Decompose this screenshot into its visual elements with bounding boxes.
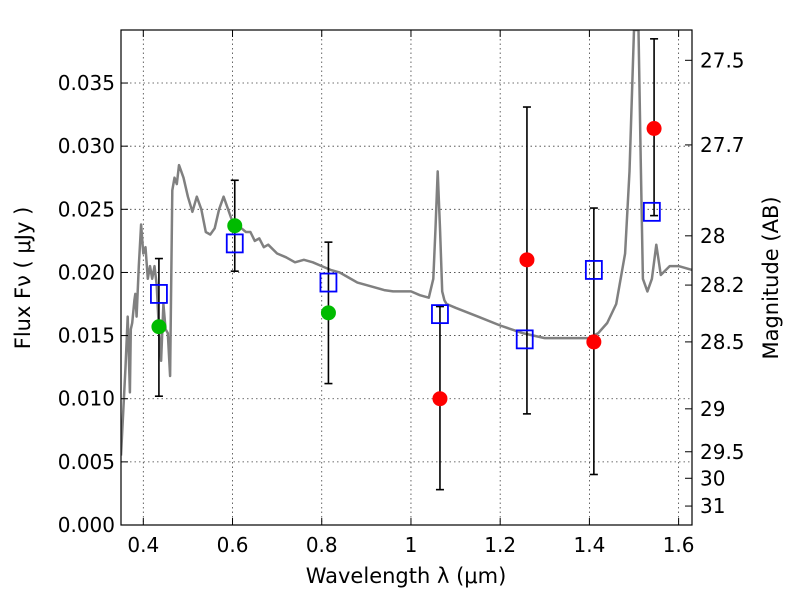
observed-nir-point <box>586 334 602 350</box>
magnitude-tick-label: 29 <box>700 397 725 421</box>
y-tick-label: 0.015 <box>58 324 115 348</box>
magnitude-tick-label: 28.5 <box>700 330 745 354</box>
y-tick-label: 0.020 <box>58 260 115 284</box>
model-band-flux-square <box>431 304 449 325</box>
x-tick-label: 1.6 <box>663 533 695 557</box>
observed-nir-point <box>432 391 448 407</box>
magnitude-tick-label: 27.7 <box>700 133 745 157</box>
y-axis-right-label: Magnitude (AB) <box>759 196 783 359</box>
x-tick-label: 1.2 <box>484 533 516 557</box>
magnitude-tick-label: 28.2 <box>700 273 745 297</box>
observed-optical-point <box>320 305 336 321</box>
model-band-flux-square <box>319 272 338 293</box>
plot-frame <box>120 29 693 526</box>
grid-layer <box>121 30 692 525</box>
x-tick-label: 1 <box>405 533 418 557</box>
model-band-flux-square <box>642 201 661 222</box>
magnitude-tick-label: 31 <box>700 494 725 518</box>
observed-nir-point <box>519 252 535 268</box>
observed-optical-point <box>151 319 167 335</box>
x-tick-label: 1.4 <box>573 533 605 557</box>
magnitude-tick-label: 28 <box>700 224 725 248</box>
magnitude-tick-label: 27.5 <box>700 48 745 72</box>
observed-nir-point <box>646 120 662 136</box>
plot-layer <box>121 30 692 491</box>
y-tick-label: 0.035 <box>58 71 115 95</box>
model-band-flux-square <box>584 260 603 280</box>
model-band-flux-square <box>515 329 534 350</box>
axis-layer: 0.4 0.6 0.8 1 1.2 1.4 1.6 0.000 0.005 0.010 0.015 0… <box>58 30 745 557</box>
model-band-flux-square <box>225 233 244 254</box>
observed-optical-point <box>227 218 243 234</box>
magnitude-tick-label: 30 <box>700 466 725 490</box>
y-tick-label: 0.010 <box>58 387 115 411</box>
y-tick-label: 0.005 <box>58 450 115 474</box>
y-tick-label: 0.025 <box>58 197 115 221</box>
magnitude-tick-label: 29.5 <box>700 440 745 464</box>
model-spectrum-line <box>121 30 692 456</box>
y-axis-label: Flux Fν ( μJy ) <box>11 207 35 350</box>
x-tick-label: 0.8 <box>306 533 338 557</box>
model-band-flux-square <box>150 284 168 304</box>
y-tick-label: 0.000 <box>58 513 115 537</box>
x-tick-label: 0.6 <box>217 533 249 557</box>
y-tick-label: 0.030 <box>58 134 115 158</box>
x-axis-label: Wavelength λ (μm) <box>306 564 507 588</box>
x-tick-label: 0.4 <box>127 533 159 557</box>
